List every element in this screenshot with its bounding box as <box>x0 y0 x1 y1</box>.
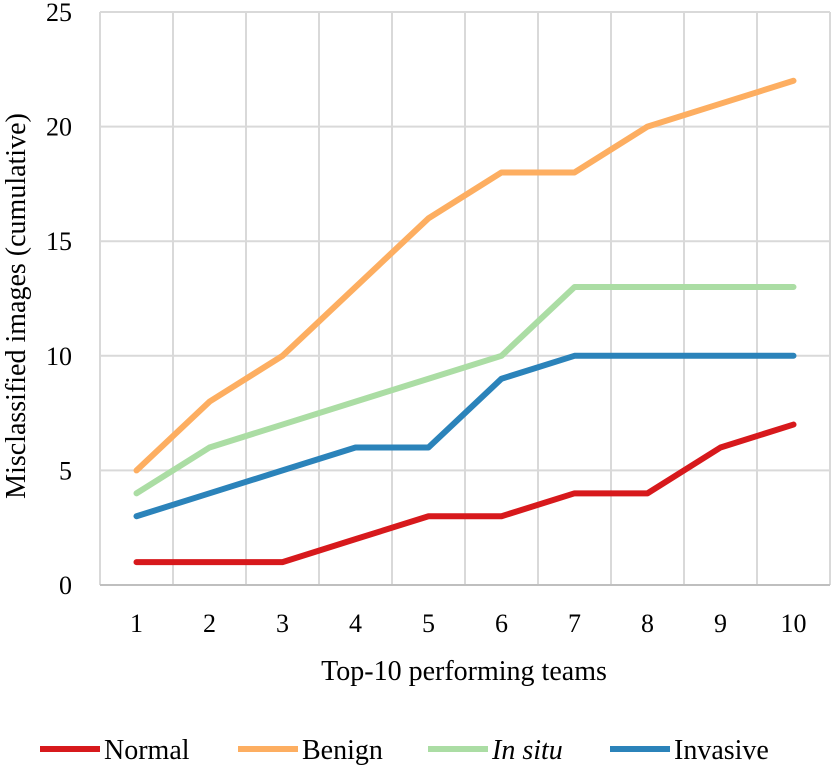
y-tick-label: 5 <box>59 456 72 485</box>
legend-label: Normal <box>104 735 190 766</box>
x-tick-label: 1 <box>130 609 143 638</box>
series-line-benign <box>133 77 797 474</box>
series-lines <box>133 77 797 566</box>
x-tick-label: 3 <box>276 609 289 638</box>
x-tick-label: 10 <box>781 609 807 638</box>
x-tick-label: 4 <box>349 609 362 638</box>
x-axis-title: Top-10 performing teams <box>321 656 607 687</box>
x-tick-label: 5 <box>422 609 435 638</box>
gridlines <box>99 11 831 585</box>
y-tick-label: 10 <box>46 342 72 371</box>
series-line-normal <box>133 421 797 566</box>
legend-label: In situ <box>491 735 563 766</box>
x-tick-label: 8 <box>641 609 654 638</box>
x-tick-label: 6 <box>495 609 508 638</box>
y-tick-label: 25 <box>46 0 72 27</box>
legend: Normal Benign In situ Invasive <box>40 735 769 766</box>
x-tick-label: 9 <box>714 609 727 638</box>
series-line-in-situ <box>133 284 797 497</box>
y-tick-label: 20 <box>46 113 72 142</box>
series-line-invasive <box>133 352 797 520</box>
y-tick-label: 0 <box>59 571 72 600</box>
legend-label: Benign <box>302 735 383 766</box>
tick-labels: 0 5 10 15 20 25 1 2 3 4 5 6 7 8 9 10 <box>46 0 807 638</box>
y-tick-label: 15 <box>46 227 72 256</box>
x-tick-label: 7 <box>568 609 581 638</box>
y-axis-title: Misclassified images (cumulative) <box>1 113 32 499</box>
legend-label: Invasive <box>674 735 769 766</box>
x-tick-label: 2 <box>203 609 216 638</box>
